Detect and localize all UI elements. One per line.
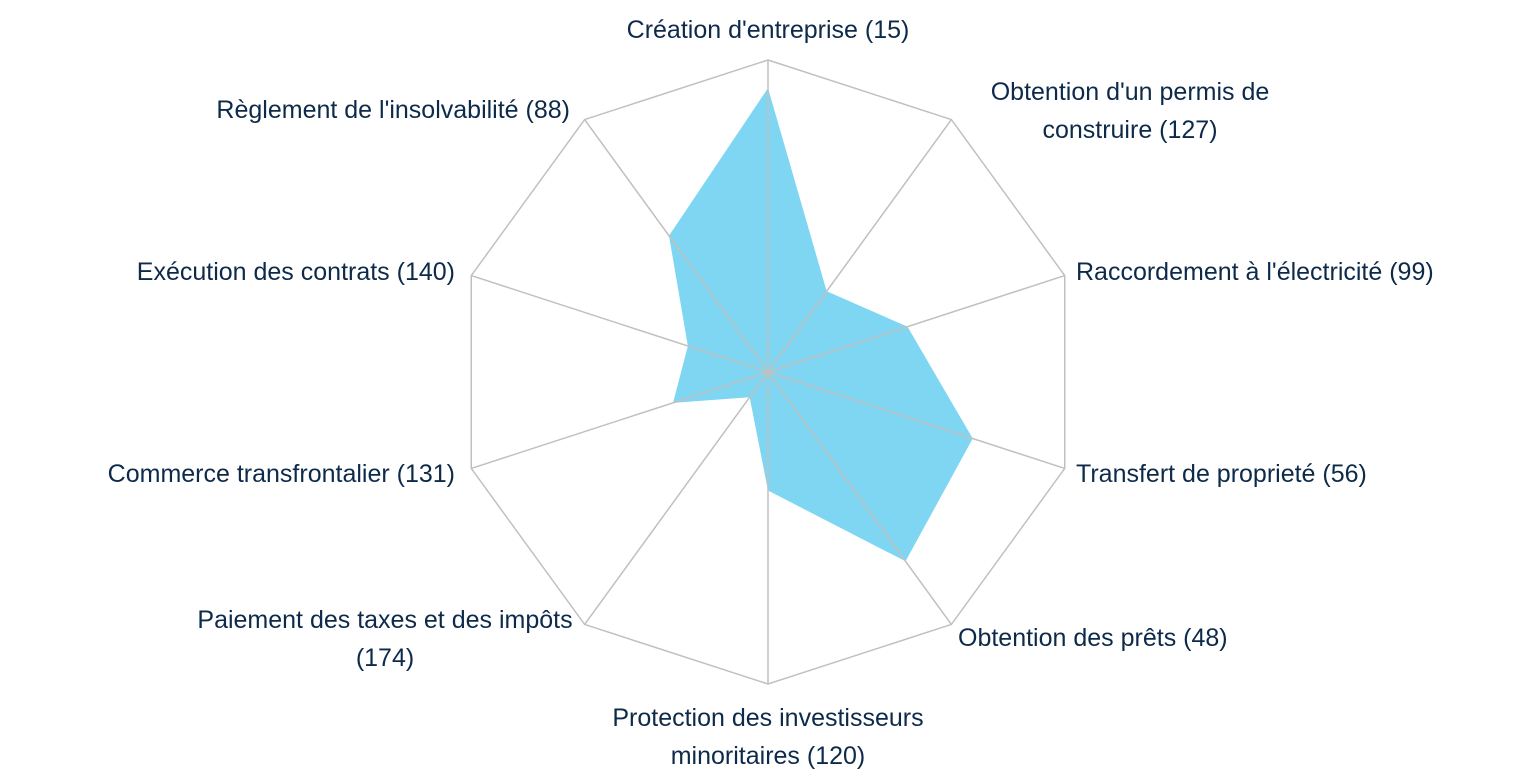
grid-spoke <box>767 119 952 373</box>
grid-spoke <box>767 274 1065 373</box>
radar-area <box>668 88 973 562</box>
grid-spoke <box>471 371 769 470</box>
category-label: Commerce transfrontalier (131) <box>107 460 455 488</box>
grid-spoke <box>471 274 769 373</box>
grid-spoke <box>767 371 1065 470</box>
category-label: Règlement de l'insolvabilité (88) <box>216 96 570 124</box>
category-label: Raccordement à l'électricité (99) <box>1076 258 1434 286</box>
category-label: Exécution des contrats (140) <box>136 258 455 286</box>
grid-spoke <box>584 119 769 373</box>
category-label: Paiement des taxes et des impôts (174) <box>197 606 573 672</box>
category-label: Création d'entreprise (15) <box>626 16 910 44</box>
category-label: Transfert de proprieté (56) <box>1076 460 1367 488</box>
category-label: Obtention d'un permis de construire (127… <box>990 78 1270 144</box>
grid-spoke <box>767 371 952 625</box>
category-label: Obtention des prêts (48) <box>958 624 1228 652</box>
category-label: Protection des investisseurs minoritaire… <box>612 704 924 770</box>
grid-spoke <box>584 371 769 625</box>
